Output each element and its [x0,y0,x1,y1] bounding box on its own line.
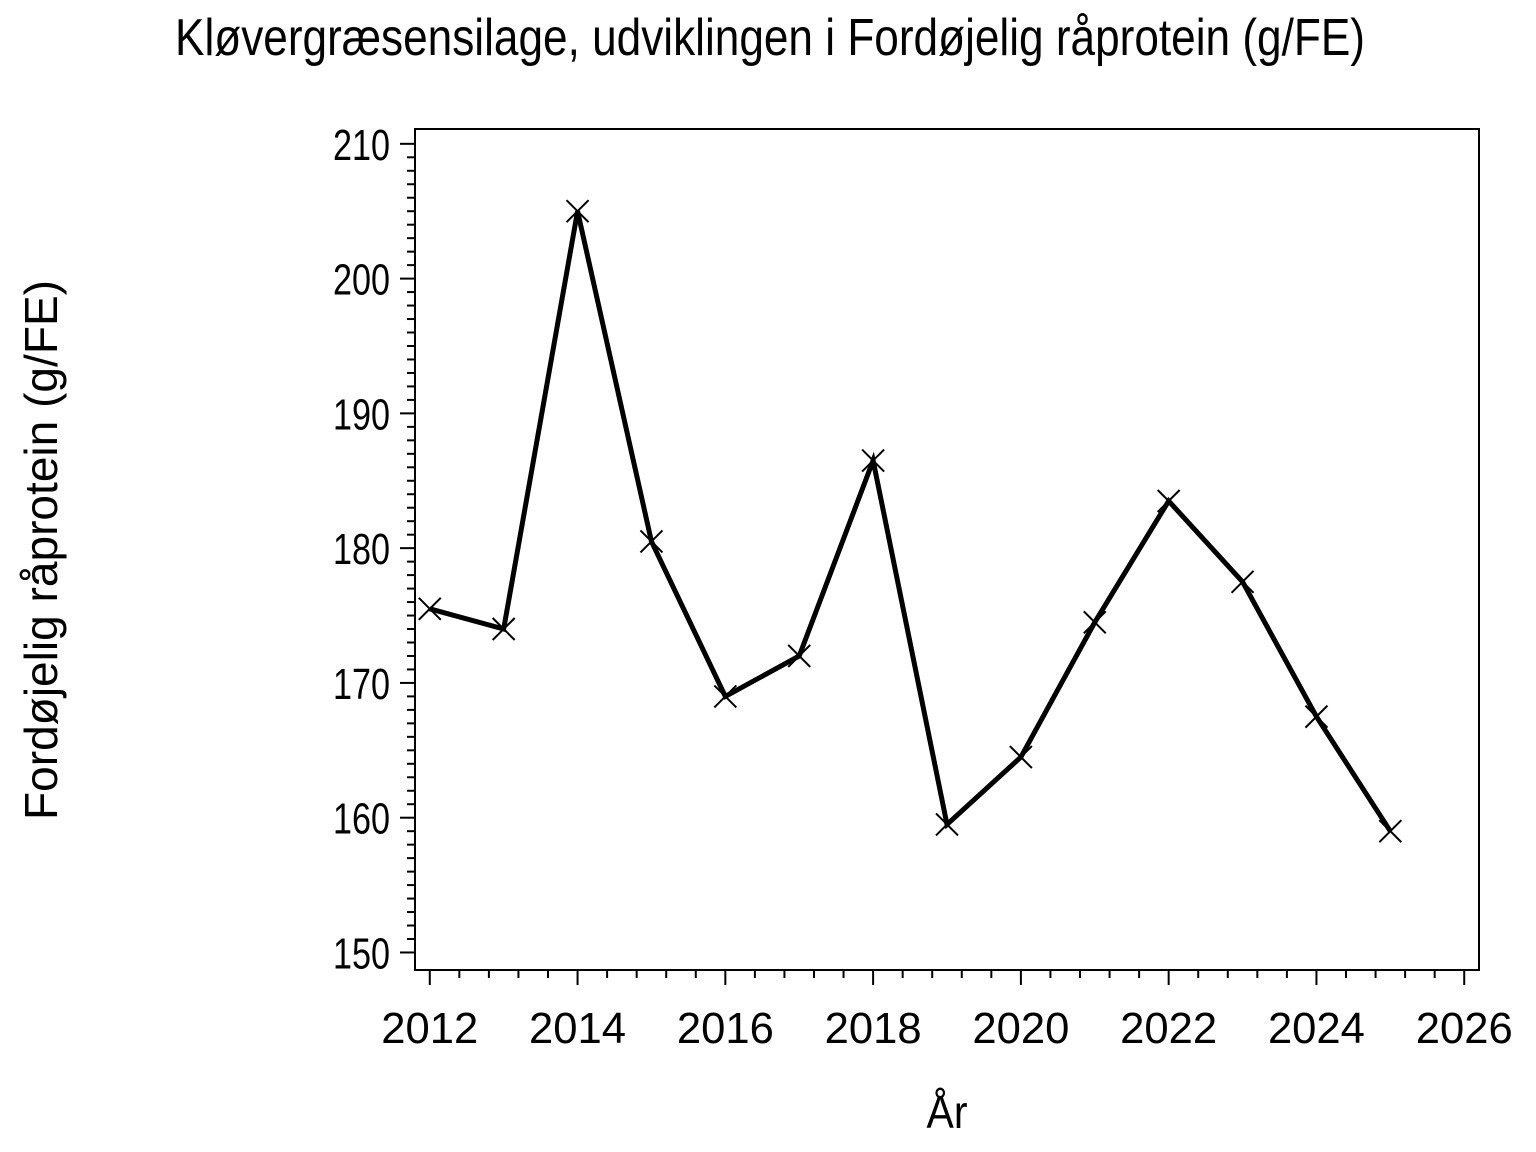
data-point-marker [1083,610,1107,634]
x-tick-label: 2016 [677,1004,774,1053]
data-series [418,199,1403,843]
x-tick-label: 2012 [381,1004,478,1053]
data-point-marker [639,529,664,554]
data-point-marker [935,812,959,837]
marker-stroke [565,199,590,223]
plot-frame [414,128,1480,971]
y-tick-label: 150 [333,929,390,978]
data-point-marker [491,617,516,641]
x-tick-label: 2020 [972,1004,1069,1053]
marker-stroke [1230,570,1255,594]
data-point-marker [787,644,811,668]
marker-stroke [1156,489,1181,513]
data-point-marker [1304,704,1329,729]
x-tick-label: 2024 [1268,1004,1365,1053]
axis-ticks [400,142,1466,985]
y-tick-label: 180 [333,525,390,574]
data-point-marker [1156,489,1181,513]
x-tick-label: 2026 [1416,1004,1513,1053]
axis-tick-labels: 150 160 170 180 190 200 210 2012 2014 2016 2018 202… [333,121,1513,1053]
y-tick-label: 200 [333,256,390,305]
data-point-marker [1230,570,1255,594]
y-tick-label: 210 [333,121,390,170]
y-tick-label: 160 [333,795,390,844]
data-point-marker [713,684,738,709]
marker-stroke [1083,610,1107,634]
marker-stroke [787,644,811,668]
marker-stroke [861,448,885,473]
x-axis-label: År [927,1086,968,1138]
data-point-marker [1009,745,1033,769]
series-line [429,210,1393,833]
chart-title: Kløvergræsensilage, udviklingen i Fordøj… [175,9,1365,67]
marker-stroke [1378,819,1403,843]
marker-stroke [491,617,516,641]
y-tick-label: 190 [333,390,390,439]
data-point-marker [418,597,442,621]
x-tick-label: 2022 [1120,1004,1217,1053]
marker-stroke [1009,745,1033,769]
x-tick-label: 2014 [529,1004,626,1053]
data-point-marker [565,199,590,223]
data-point-marker [861,448,885,473]
y-tick-label: 170 [333,660,390,709]
marker-stroke [418,597,442,621]
marker-stroke [935,812,959,837]
plot-frame-border [414,128,1480,971]
marker-stroke [1304,704,1329,729]
y-axis-label: Fordøjelig råprotein (g/FE) [15,280,67,820]
marker-stroke [639,529,664,554]
data-point-marker [1378,819,1403,843]
x-tick-label: 2018 [825,1004,922,1053]
marker-stroke [713,684,738,709]
